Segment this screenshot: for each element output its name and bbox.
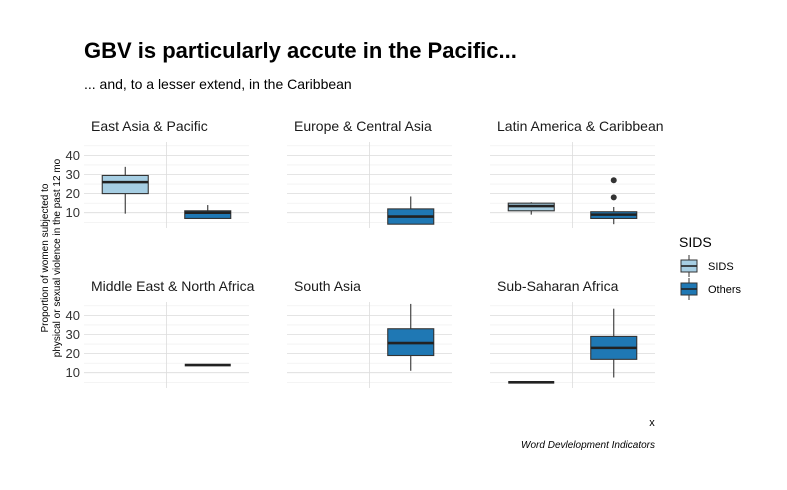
y-axis-label: Proportion of women subjected to physica…	[40, 158, 63, 357]
y-tick-label: 30	[66, 167, 80, 182]
box-iqr	[184, 210, 232, 219]
facet-panels: East Asia & Pacific 10 20 30 40 Europe & Cent…	[66, 118, 664, 388]
facet-label-latin-america-and-caribbean: Latin America & Caribbean	[497, 118, 664, 134]
facet-latin-america-and-caribbean: Latin America & Caribbean	[490, 118, 664, 228]
legend-key-others: Others	[680, 278, 742, 300]
box-sub-saharan-africa-others	[590, 308, 638, 378]
facet-europe-and-central-asia: Europe & Central Asia	[287, 118, 452, 228]
legend-label-sids: SIDS	[708, 261, 734, 273]
y-tick-label: 10	[66, 205, 80, 220]
chart-title: GBV is particularly accute in the Pacifi…	[84, 38, 517, 63]
outlier-point	[610, 194, 617, 201]
y-tick-label: 20	[66, 186, 80, 201]
legend-title: SIDS	[679, 234, 712, 250]
facet-label-south-asia: South Asia	[294, 278, 361, 294]
y-tick-label: 10	[66, 365, 80, 380]
box-iqr	[101, 174, 149, 195]
chart-caption: Word Devlelopment Indicators	[521, 440, 655, 451]
y-tick-label: 40	[66, 148, 80, 163]
facet-label-europe-and-central-asia: Europe & Central Asia	[294, 118, 432, 134]
box-latin-america-and-caribbean-sids	[507, 202, 555, 215]
facet-label-sub-saharan-africa: Sub-Saharan Africa	[497, 278, 619, 294]
box-south-asia-others	[387, 303, 435, 371]
box-east-asia-and-pacific-sids	[101, 166, 149, 214]
box-east-asia-and-pacific-others	[184, 205, 232, 219]
box-europe-and-central-asia-others	[387, 196, 435, 225]
y-tick-label: 40	[66, 308, 80, 323]
legend-key-sids: SIDS	[680, 255, 734, 277]
facet-east-asia-and-pacific: East Asia & Pacific 10 20 30 40	[66, 118, 249, 228]
box-latin-america-and-caribbean-others	[590, 177, 638, 225]
facet-label-east-asia-and-pacific: East Asia & Pacific	[91, 118, 208, 134]
legend: SIDS SIDS Others	[679, 234, 742, 300]
y-axis-label-line2: physical or sexual violence in the past …	[52, 158, 63, 357]
outlier-point	[610, 177, 617, 184]
x-axis-label: x	[649, 417, 655, 429]
y-tick-label: 30	[66, 327, 80, 342]
facet-sub-saharan-africa: Sub-Saharan Africa	[490, 278, 655, 388]
legend-label-others: Others	[708, 284, 742, 296]
chart-subtitle: ... and, to a lesser extend, in the Cari…	[84, 76, 352, 92]
facet-middle-east-and-north-africa: Middle East & North Africa 10 20 30 40	[66, 278, 255, 388]
y-axis-label-line1: Proportion of women subjected to	[40, 183, 51, 332]
facet-label-middle-east-and-north-africa: Middle East & North Africa	[91, 278, 255, 294]
y-tick-label: 20	[66, 346, 80, 361]
facet-south-asia: South Asia	[287, 278, 452, 388]
